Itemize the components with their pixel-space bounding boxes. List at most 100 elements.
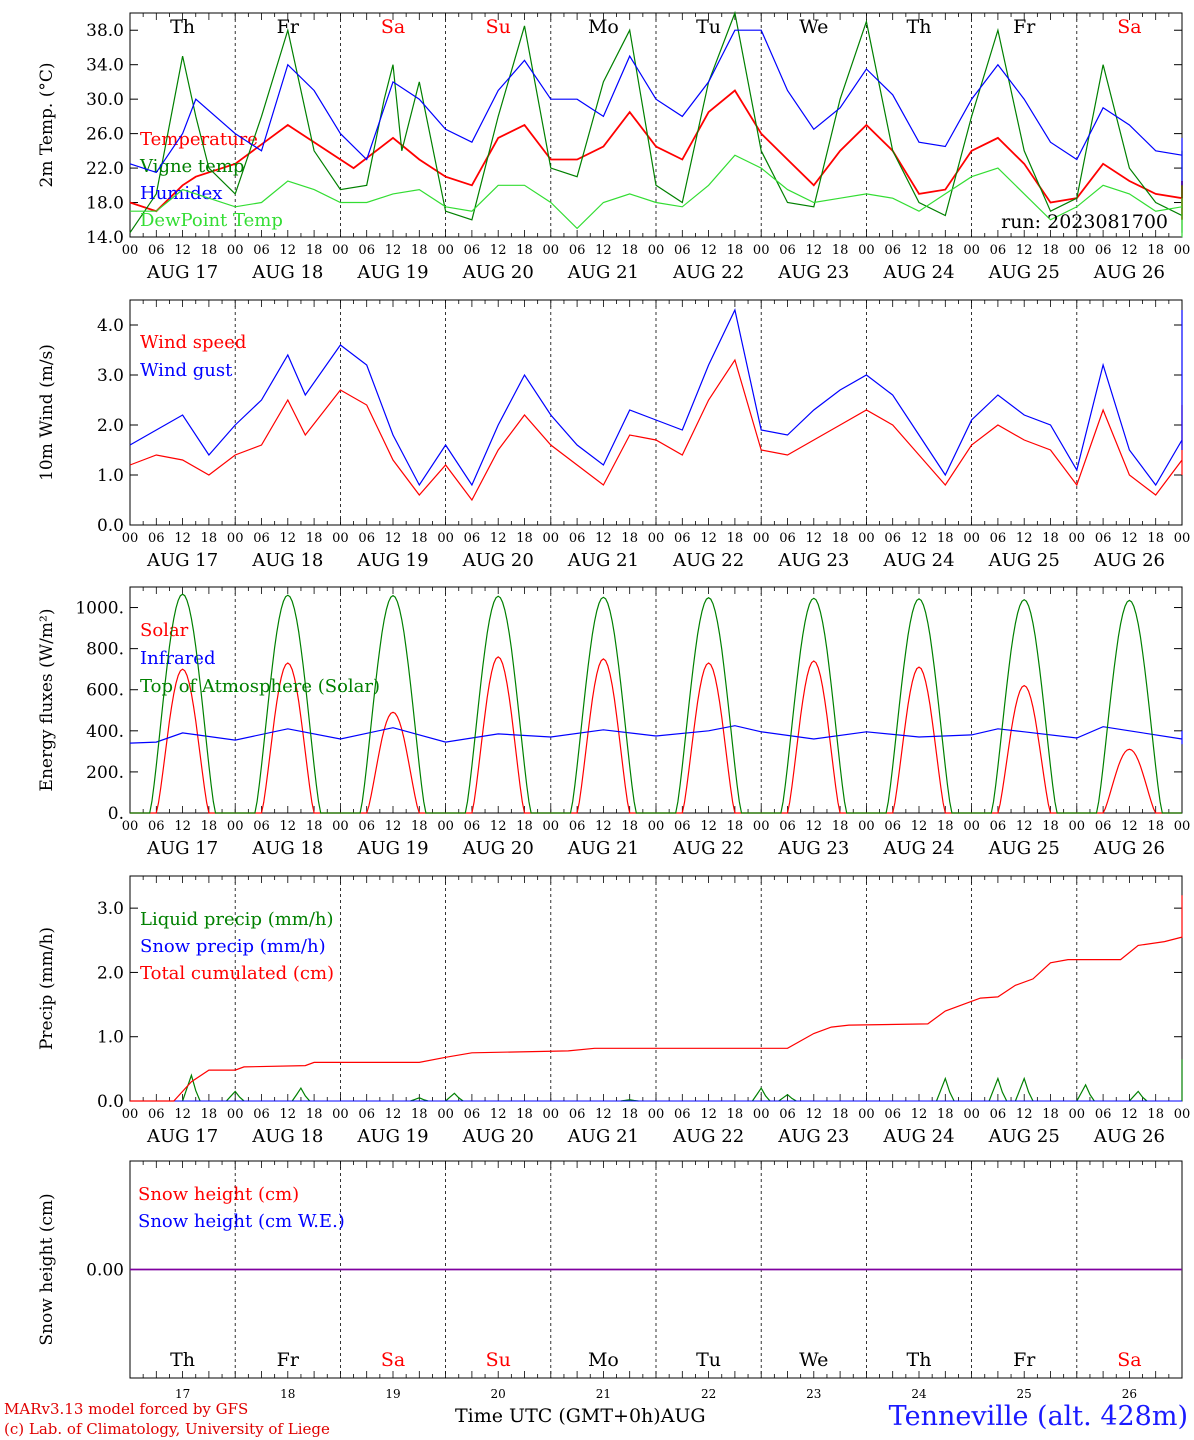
series-burst <box>291 1086 311 1102</box>
hour-tick-label: 12 <box>806 531 823 546</box>
series-2-2 <box>130 593 1182 814</box>
hour-tick-label: 06 <box>990 1107 1007 1122</box>
hour-tick-label: 12 <box>280 531 297 546</box>
weekday-label: We <box>799 16 828 38</box>
hour-tick-label: 12 <box>700 531 717 546</box>
hour-tick-label: 18 <box>832 819 849 834</box>
weekday-label: Sa <box>381 1349 405 1371</box>
date-label: AUG 17 <box>146 550 218 571</box>
hour-tick-label: 06 <box>990 531 1007 546</box>
series-burst <box>1128 1090 1148 1102</box>
date-label: AUG 25 <box>988 838 1060 859</box>
hour-tick-label: 06 <box>674 243 691 258</box>
series-line <box>129 29 1183 186</box>
hour-tick-label: 18 <box>937 1107 954 1122</box>
weekday-label: Mo <box>588 1349 619 1371</box>
hour-tick-label: 00 <box>1069 1107 1086 1122</box>
y-axis-label: Precip (mm/h) <box>37 927 57 1050</box>
legend-entry: Vigne temp <box>139 156 244 177</box>
series-day-curve <box>445 656 551 814</box>
series-3-2 <box>130 895 1183 1102</box>
hour-tick-label: 00 <box>1069 819 1086 834</box>
weekday-label: We <box>799 1349 828 1371</box>
hour-tick-label: 18 <box>1147 243 1164 258</box>
series-day-curve <box>656 662 762 814</box>
date-label: AUG 18 <box>251 1126 323 1147</box>
weekday-label: Tu <box>696 16 721 38</box>
hour-tick-label: 00 <box>437 1107 454 1122</box>
date-number-label: 25 <box>1017 1387 1032 1401</box>
hour-tick-label: 12 <box>1016 243 1033 258</box>
hour-tick-label: 18 <box>832 1107 849 1122</box>
date-label: AUG 20 <box>462 838 534 859</box>
hour-tick-label: 00 <box>437 531 454 546</box>
hour-tick-label: 00 <box>648 243 665 258</box>
hour-tick-label: 12 <box>1121 531 1138 546</box>
hour-tick-label: 06 <box>884 1107 901 1122</box>
hour-tick-label: 12 <box>490 243 507 258</box>
hour-tick-label: 00 <box>543 531 560 546</box>
series-burst <box>935 1076 955 1102</box>
hour-tick-label: 12 <box>700 1107 717 1122</box>
y-tick-label: 2.0 <box>97 416 124 436</box>
hour-tick-label: 00 <box>332 819 349 834</box>
hour-tick-label: 18 <box>306 819 323 834</box>
y-tick-label: 18.0 <box>86 194 124 214</box>
series-day-curve <box>550 596 656 814</box>
date-label: AUG 20 <box>462 1126 534 1147</box>
hour-tick-label: 00 <box>963 531 980 546</box>
date-label: AUG 24 <box>882 838 954 859</box>
y-tick-label: 14.0 <box>86 228 124 248</box>
legend-entry: Total cumulated (cm) <box>140 963 334 984</box>
series-0-2 <box>129 29 1183 186</box>
y-tick-label: 0.0 <box>97 516 124 536</box>
hour-tick-label: 06 <box>1095 819 1112 834</box>
y-tick-label: 3.0 <box>97 899 124 919</box>
hour-tick-label: 00 <box>227 1107 244 1122</box>
series-line <box>130 154 1183 237</box>
hour-tick-label: 18 <box>201 243 218 258</box>
hour-tick-label: 18 <box>306 531 323 546</box>
hour-tick-label: 06 <box>1095 243 1112 258</box>
legend-entry: Liquid precip (mm/h) <box>140 909 334 930</box>
y-tick-label: 26.0 <box>86 125 124 145</box>
hour-tick-label: 06 <box>253 531 270 546</box>
series-day-curve <box>971 598 1077 814</box>
hour-tick-label: 00 <box>1069 243 1086 258</box>
hour-tick-label: 06 <box>253 819 270 834</box>
hour-tick-label: 00 <box>858 1107 875 1122</box>
legend-entry: Top of Atmosphere (Solar) <box>140 676 380 697</box>
hour-tick-label: 18 <box>937 819 954 834</box>
y-axis-label: 10m Wind (m/s) <box>37 344 57 481</box>
hour-tick-label: 00 <box>963 819 980 834</box>
date-label: AUG 21 <box>567 262 639 283</box>
weekday-label: Th <box>907 1349 932 1371</box>
date-label: AUG 18 <box>251 550 323 571</box>
hour-tick-label: 00 <box>963 243 980 258</box>
hour-tick-label: 18 <box>411 819 428 834</box>
y-tick-label: 0.00 <box>86 1261 124 1281</box>
series-day-curve <box>130 593 236 814</box>
date-number-label: 26 <box>1122 1387 1137 1401</box>
y-tick-label: 600. <box>86 681 124 701</box>
series-day-curve <box>340 594 446 814</box>
weekday-label: Tu <box>696 1349 721 1371</box>
hour-tick-label: 00 <box>963 1107 980 1122</box>
hour-tick-label: 12 <box>1016 531 1033 546</box>
date-label: AUG 26 <box>1093 1126 1165 1147</box>
hour-tick-label: 00 <box>753 243 770 258</box>
series-burst <box>182 1073 201 1102</box>
date-label: AUG 19 <box>356 1126 428 1147</box>
y-tick-label: 3.0 <box>97 366 124 386</box>
y-axis-label: Energy fluxes (W/m²) <box>37 609 57 792</box>
series-burst <box>445 1092 464 1102</box>
series-0-1 <box>129 10 1183 234</box>
legend-entry: Humidex <box>140 183 222 204</box>
hour-tick-label: 18 <box>516 243 533 258</box>
y-tick-label: 200. <box>86 763 124 783</box>
series-0-0 <box>129 89 1183 220</box>
hour-tick-label: 06 <box>674 819 691 834</box>
legend-entry: Snow height (cm) <box>138 1184 299 1205</box>
hour-tick-label: 00 <box>543 1107 560 1122</box>
